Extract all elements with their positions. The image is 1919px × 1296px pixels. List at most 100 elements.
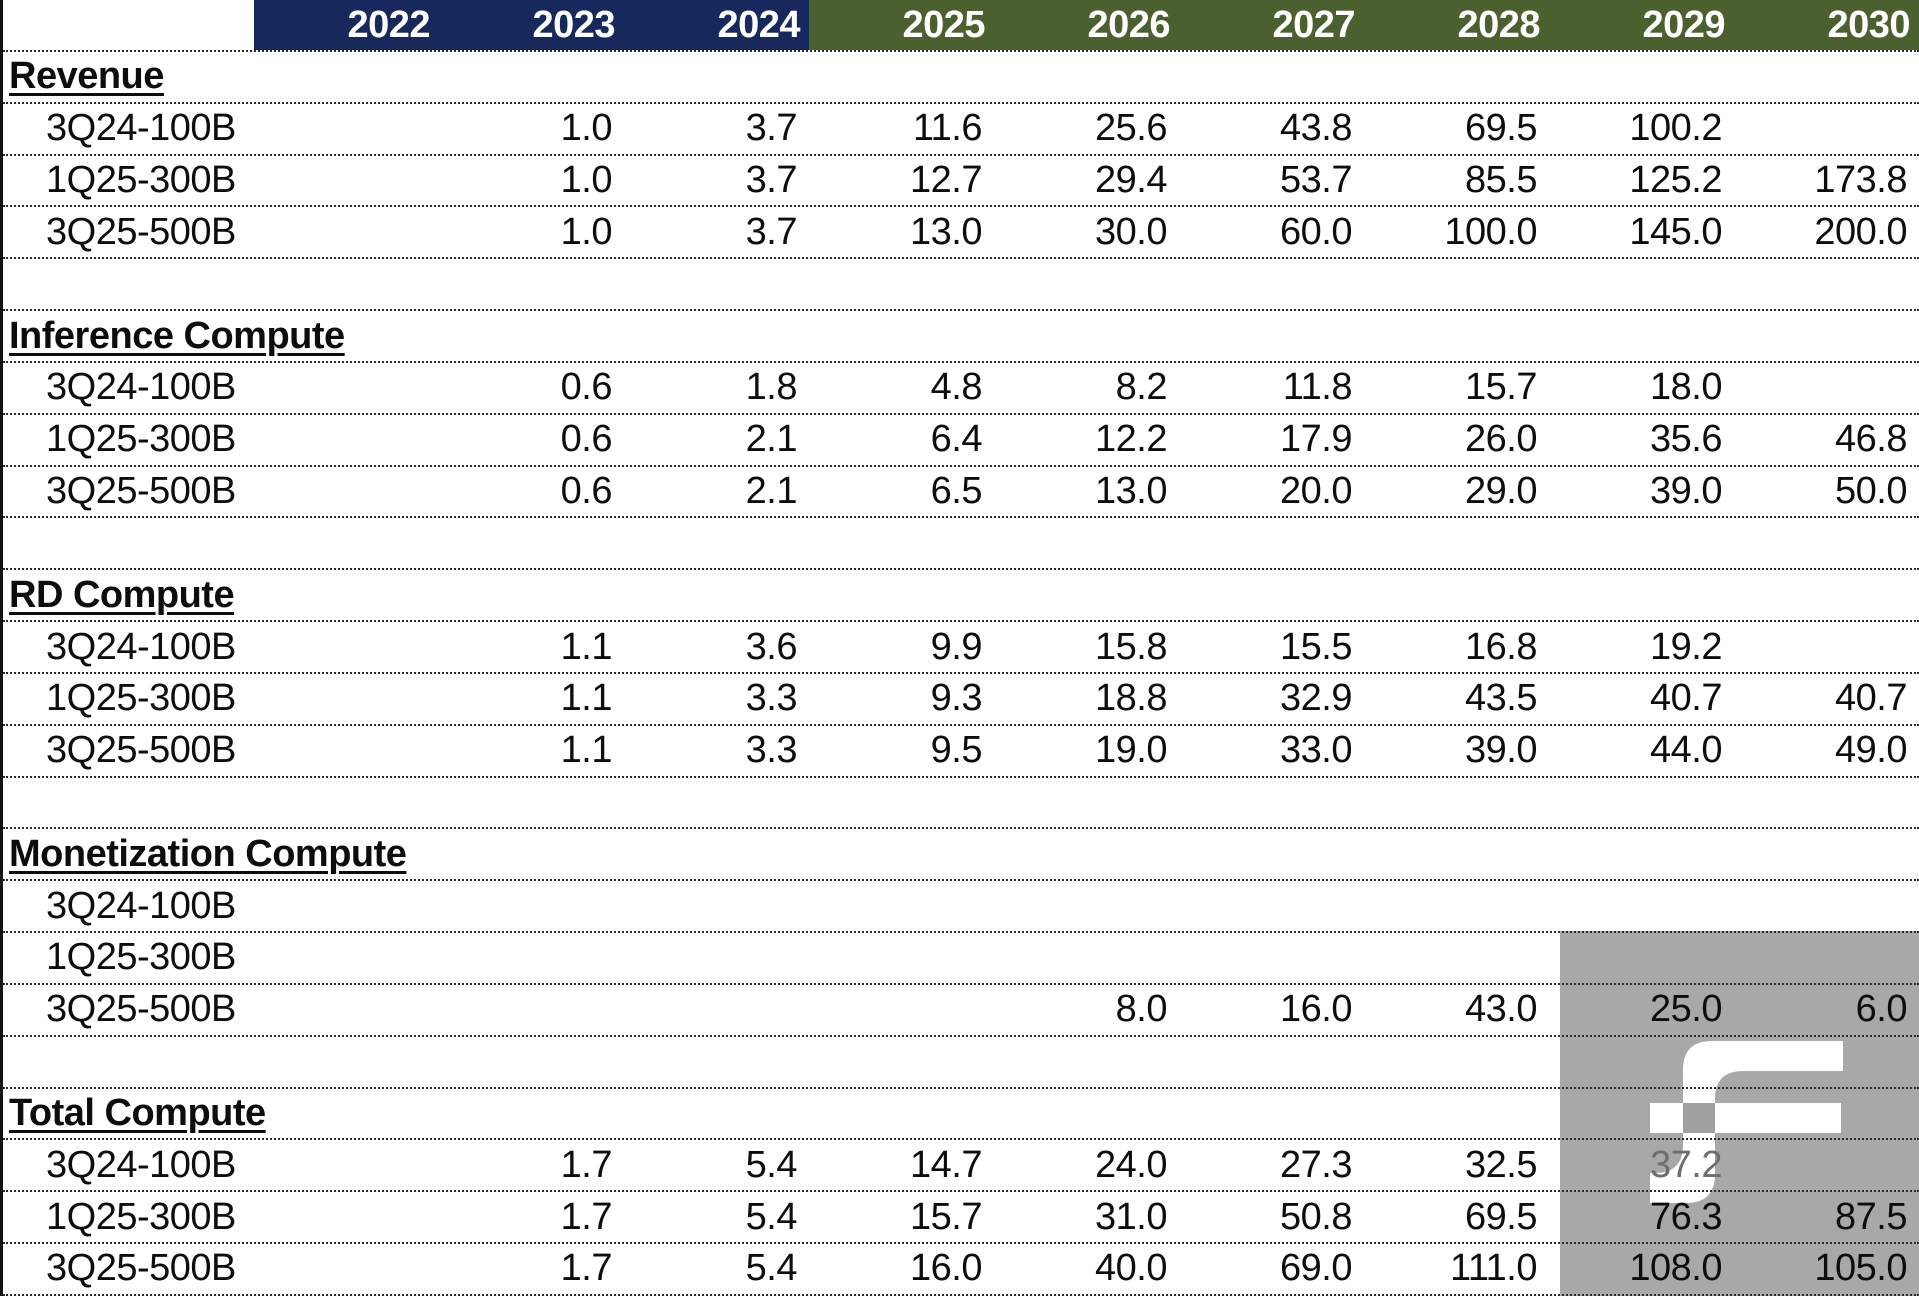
value-cell-2028[interactable]: 16.8 bbox=[1465, 625, 1537, 668]
value-cell-2030[interactable]: 46.8 bbox=[1835, 418, 1907, 461]
value-cell-2023[interactable]: 0.6 bbox=[560, 470, 613, 513]
value-cell-2024[interactable]: 3.6 bbox=[745, 625, 798, 668]
value-cell-2023[interactable]: 1.0 bbox=[560, 107, 613, 150]
value-cell-2026[interactable] bbox=[994, 881, 1179, 931]
value-cell-2022[interactable] bbox=[254, 104, 439, 154]
value-cell-2027[interactable]: 27.3 bbox=[1280, 1143, 1352, 1186]
value-cell-2025[interactable]: 9.5 bbox=[930, 729, 983, 772]
value-cell-2026[interactable]: 31.0 bbox=[1095, 1195, 1167, 1238]
value-cell-2025[interactable]: 16.0 bbox=[910, 1247, 982, 1290]
value-cell-2029[interactable]: 108.0 bbox=[1629, 1247, 1722, 1290]
row-label[interactable]: 3Q24-100B bbox=[46, 1143, 236, 1186]
value-cell-2030[interactable] bbox=[1734, 933, 1919, 983]
value-cell-2024[interactable]: 3.7 bbox=[745, 159, 798, 202]
value-cell-2022[interactable] bbox=[254, 622, 439, 672]
value-cell-2023[interactable]: 1.0 bbox=[560, 210, 613, 253]
value-cell-2029[interactable]: 100.2 bbox=[1629, 107, 1722, 150]
value-cell-2027[interactable]: 16.0 bbox=[1280, 988, 1352, 1031]
value-cell-2029[interactable] bbox=[1549, 881, 1734, 931]
value-cell-2027[interactable]: 69.0 bbox=[1280, 1247, 1352, 1290]
value-cell-2027[interactable] bbox=[1179, 933, 1364, 983]
value-cell-2023[interactable]: 1.7 bbox=[560, 1247, 613, 1290]
value-cell-2023[interactable]: 0.6 bbox=[560, 366, 613, 409]
value-cell-2023[interactable]: 1.1 bbox=[560, 625, 613, 668]
value-cell-2027[interactable]: 15.5 bbox=[1280, 625, 1352, 668]
value-cell-2028[interactable] bbox=[1364, 881, 1549, 931]
value-cell-2025[interactable] bbox=[809, 881, 994, 931]
value-cell-2025[interactable]: 9.9 bbox=[930, 625, 983, 668]
row-label[interactable]: 3Q24-100B bbox=[46, 625, 236, 668]
value-cell-2030[interactable] bbox=[1734, 363, 1919, 413]
value-cell-2025[interactable]: 6.4 bbox=[930, 418, 983, 461]
value-cell-2028[interactable]: 15.7 bbox=[1465, 366, 1537, 409]
value-cell-2022[interactable] bbox=[254, 933, 439, 983]
year-header-2024[interactable]: 2024 bbox=[624, 0, 809, 50]
value-cell-2030[interactable]: 173.8 bbox=[1814, 159, 1907, 202]
value-cell-2023[interactable]: 1.7 bbox=[560, 1143, 613, 1186]
value-cell-2024[interactable]: 5.4 bbox=[745, 1247, 798, 1290]
value-cell-2022[interactable] bbox=[254, 207, 439, 257]
value-cell-2028[interactable]: 69.5 bbox=[1465, 107, 1537, 150]
value-cell-2030[interactable] bbox=[1734, 881, 1919, 931]
row-label[interactable]: 1Q25-300B bbox=[46, 936, 236, 979]
row-label[interactable]: 1Q25-300B bbox=[46, 677, 236, 720]
value-cell-2025[interactable]: 13.0 bbox=[910, 210, 982, 253]
value-cell-2029[interactable]: 39.0 bbox=[1650, 470, 1722, 513]
value-cell-2023[interactable]: 1.7 bbox=[560, 1195, 613, 1238]
value-cell-2026[interactable]: 8.0 bbox=[1115, 988, 1168, 1031]
value-cell-2028[interactable]: 29.0 bbox=[1465, 470, 1537, 513]
value-cell-2027[interactable]: 53.7 bbox=[1280, 159, 1352, 202]
value-cell-2028[interactable]: 26.0 bbox=[1465, 418, 1537, 461]
value-cell-2024[interactable]: 3.7 bbox=[745, 210, 798, 253]
year-header-2022[interactable]: 2022 bbox=[254, 0, 439, 50]
value-cell-2022[interactable] bbox=[254, 156, 439, 206]
row-label[interactable]: 3Q25-500B bbox=[46, 1247, 236, 1290]
value-cell-2022[interactable] bbox=[254, 985, 439, 1035]
row-label[interactable]: 3Q24-100B bbox=[46, 366, 236, 409]
value-cell-2029[interactable]: 19.2 bbox=[1650, 625, 1722, 668]
value-cell-2025[interactable]: 12.7 bbox=[910, 159, 982, 202]
value-cell-2024[interactable]: 3.7 bbox=[745, 107, 798, 150]
value-cell-2029[interactable]: 25.0 bbox=[1650, 988, 1722, 1031]
value-cell-2028[interactable]: 43.0 bbox=[1465, 988, 1537, 1031]
value-cell-2026[interactable]: 13.0 bbox=[1095, 470, 1167, 513]
value-cell-2026[interactable]: 30.0 bbox=[1095, 210, 1167, 253]
value-cell-2030[interactable]: 6.0 bbox=[1855, 988, 1908, 1031]
value-cell-2028[interactable] bbox=[1364, 933, 1549, 983]
row-label[interactable]: 3Q24-100B bbox=[46, 107, 236, 150]
value-cell-2022[interactable] bbox=[254, 674, 439, 724]
value-cell-2029[interactable]: 145.0 bbox=[1629, 210, 1722, 253]
value-cell-2023[interactable]: 1.1 bbox=[560, 729, 613, 772]
value-cell-2023[interactable]: 1.1 bbox=[560, 677, 613, 720]
year-header-2030[interactable]: 2030 bbox=[1734, 0, 1919, 50]
value-cell-2027[interactable]: 11.8 bbox=[1282, 366, 1353, 409]
value-cell-2028[interactable]: 32.5 bbox=[1465, 1143, 1537, 1186]
value-cell-2022[interactable] bbox=[254, 467, 439, 517]
value-cell-2026[interactable]: 12.2 bbox=[1095, 418, 1167, 461]
year-header-2023[interactable]: 2023 bbox=[439, 0, 624, 50]
value-cell-2030[interactable] bbox=[1734, 622, 1919, 672]
value-cell-2024[interactable] bbox=[624, 881, 809, 931]
value-cell-2022[interactable] bbox=[254, 726, 439, 776]
section-title[interactable]: Monetization Compute bbox=[9, 832, 407, 875]
value-cell-2026[interactable]: 8.2 bbox=[1115, 366, 1168, 409]
value-cell-2029[interactable]: 18.0 bbox=[1650, 366, 1722, 409]
value-cell-2029[interactable]: 37.2 bbox=[1650, 1143, 1722, 1186]
year-header-2025[interactable]: 2025 bbox=[809, 0, 994, 50]
value-cell-2025[interactable]: 14.7 bbox=[910, 1143, 982, 1186]
value-cell-2024[interactable]: 3.3 bbox=[745, 677, 798, 720]
value-cell-2027[interactable]: 32.9 bbox=[1280, 677, 1352, 720]
value-cell-2025[interactable]: 9.3 bbox=[930, 677, 983, 720]
value-cell-2025[interactable]: 6.5 bbox=[930, 470, 983, 513]
value-cell-2027[interactable]: 43.8 bbox=[1280, 107, 1352, 150]
value-cell-2029[interactable]: 125.2 bbox=[1629, 159, 1722, 202]
value-cell-2023[interactable]: 0.6 bbox=[560, 418, 613, 461]
value-cell-2030[interactable]: 87.5 bbox=[1835, 1195, 1907, 1238]
value-cell-2025[interactable] bbox=[809, 933, 994, 983]
row-label[interactable]: 1Q25-300B bbox=[46, 159, 236, 202]
value-cell-2030[interactable]: 105.0 bbox=[1814, 1247, 1907, 1290]
value-cell-2024[interactable]: 2.1 bbox=[745, 418, 798, 461]
value-cell-2025[interactable]: 4.8 bbox=[930, 366, 983, 409]
value-cell-2024[interactable]: 5.4 bbox=[745, 1195, 798, 1238]
year-header-2026[interactable]: 2026 bbox=[994, 0, 1179, 50]
